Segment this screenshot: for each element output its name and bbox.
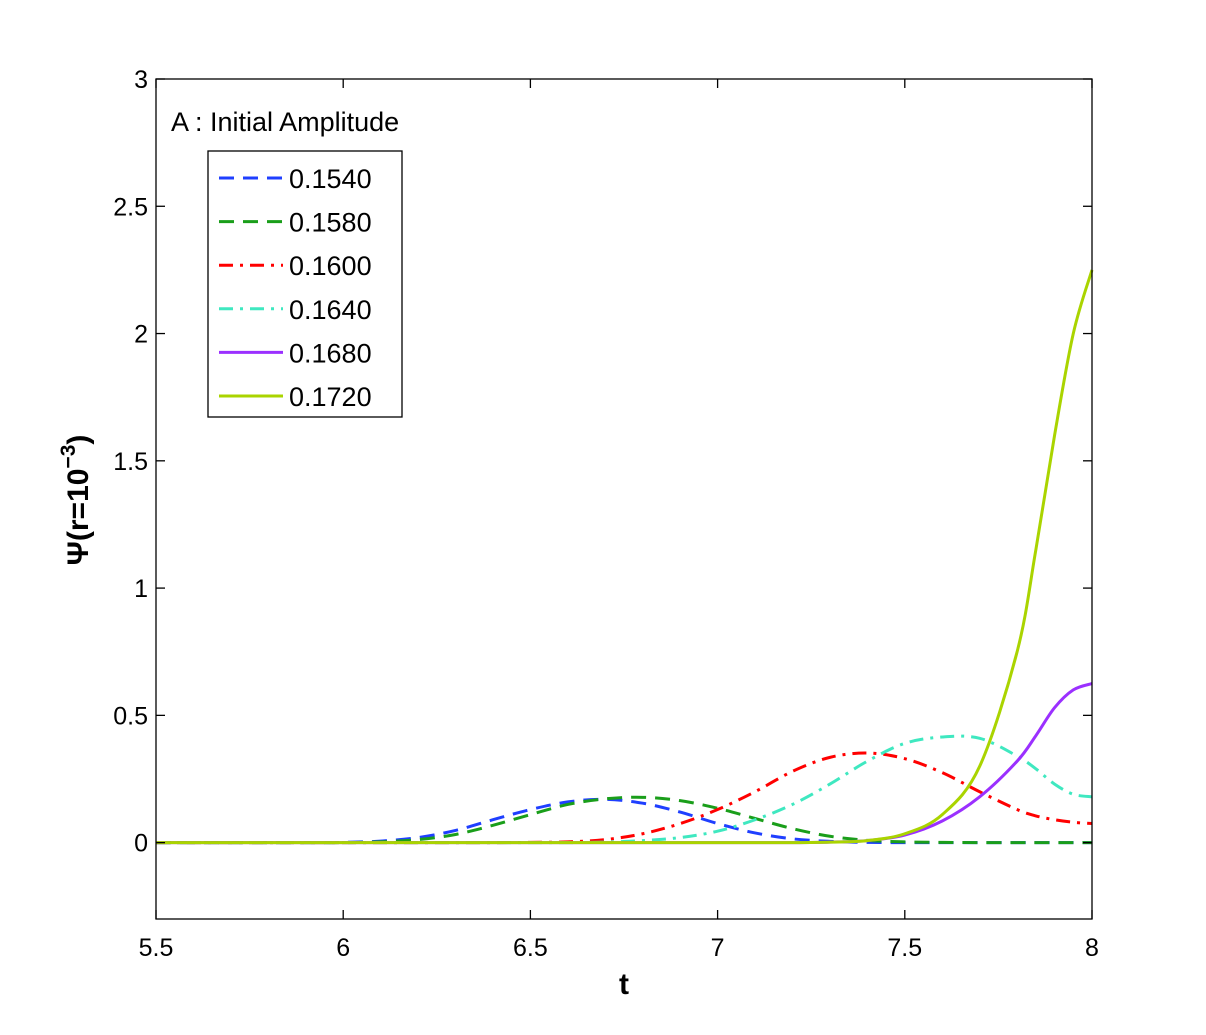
y-tick-label: 3 xyxy=(134,66,148,94)
x-tick-label: 6.5 xyxy=(513,934,548,962)
x-tick-label: 6 xyxy=(336,934,350,962)
y-axis-title-close: ) xyxy=(62,435,95,445)
legend-label: 0.1720 xyxy=(289,382,372,412)
series-line-0.1720 xyxy=(155,269,1094,845)
y-tick-label: 0.5 xyxy=(113,702,148,730)
x-tick-label: 7.5 xyxy=(887,934,922,962)
y-tick-label: 0 xyxy=(134,830,148,858)
x-tick-label: 7 xyxy=(711,934,725,962)
series-layer xyxy=(155,269,1094,845)
y-tick-label: 2 xyxy=(134,321,148,349)
plot-frame xyxy=(155,78,1093,920)
x-tick-label: 8 xyxy=(1085,934,1099,962)
x-axis-title: t xyxy=(619,968,629,1001)
y-axis-title-main: Ψ(r=10 xyxy=(62,469,95,566)
legend-label: 0.1680 xyxy=(289,338,372,368)
x-tick-label: 5.5 xyxy=(139,934,174,962)
legend-label: 0.1640 xyxy=(289,295,372,325)
y-axis-title-exponent: −3 xyxy=(57,445,80,469)
legend-label: 0.1580 xyxy=(289,208,372,238)
chart-annotation: A : Initial Amplitude xyxy=(171,107,399,137)
y-tick-label: 1 xyxy=(134,575,148,603)
legend-box xyxy=(207,150,403,418)
legend-label: 0.1540 xyxy=(289,164,372,194)
legend-label: 0.1600 xyxy=(289,251,372,281)
y-tick-label: 2.5 xyxy=(113,193,148,221)
y-axis-title: Ψ(r=10−3) xyxy=(57,435,95,566)
y-tick-label: 1.5 xyxy=(113,448,148,476)
legend: 0.1540 0.1580 0.1600 0.1640 0.1680 0.1720 xyxy=(207,150,403,418)
ticks-layer: 5.5 6 6.5 7 7.5 8 0 0.5 1 1.5 2 2.5 3 xyxy=(113,66,1099,962)
